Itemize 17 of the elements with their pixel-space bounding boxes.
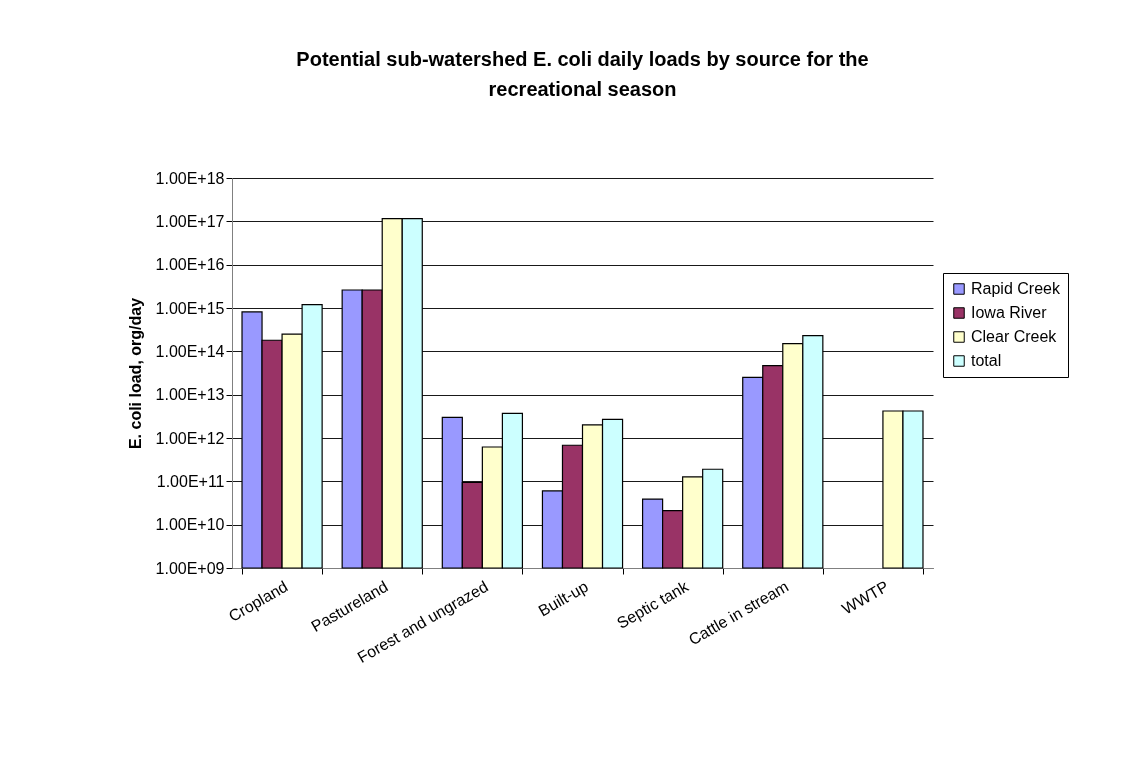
x-tick-label: Septic tank	[614, 577, 693, 632]
legend-label: Iowa River	[971, 304, 1048, 321]
legend-label: total	[971, 352, 1002, 369]
y-tick-label: 1.00E+12	[155, 429, 225, 447]
y-tick-label: 1.00E+18	[155, 169, 225, 187]
legend-label: Rapid Creek	[971, 280, 1061, 297]
chart-title: Potential sub-watershed E. coli daily loads by source for the recreational season	[296, 48, 869, 100]
y-tick-label: 1.00E+13	[155, 386, 225, 404]
y-tick-label: 1.00E+17	[155, 212, 225, 230]
y-tick-label: 1.00E+10	[155, 516, 225, 534]
y-tick-label: 1.00E+15	[155, 299, 225, 317]
legend-label: Clear Creek	[971, 328, 1058, 345]
y-axis-title: E. coli load, org/day	[126, 297, 144, 450]
y-tick-label: 1.00E+09	[155, 559, 225, 577]
y-tick-label: 1.00E+11	[156, 472, 225, 490]
y-tick-label: 1.00E+14	[155, 342, 225, 360]
y-tick-label: 1.00E+16	[155, 256, 225, 274]
